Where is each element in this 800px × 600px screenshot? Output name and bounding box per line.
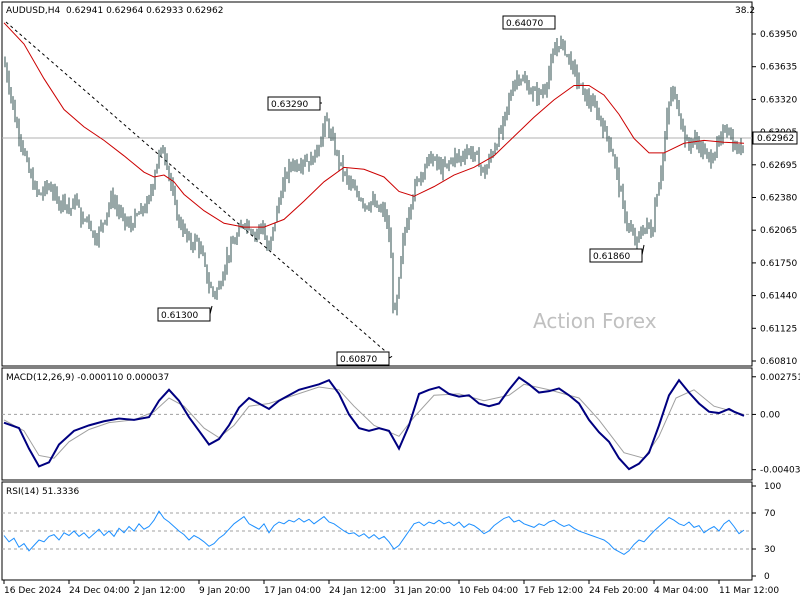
price-annotation-label: 0.64070	[506, 19, 543, 29]
price-axis-label: 0.63635	[760, 63, 797, 73]
price-axis-label: 0.61440	[760, 292, 797, 302]
rsi-line	[3, 510, 745, 555]
watermark: Action Forex	[533, 309, 657, 333]
x-axis-label: 17 Jan 04:00	[264, 586, 321, 596]
price-annotation-label: 0.63290	[271, 100, 308, 110]
price-axis-label: 0.60810	[760, 357, 797, 367]
macd-axis-label: -0.004038	[760, 466, 800, 476]
price-annotation-box	[157, 307, 211, 322]
x-axis-label: 31 Jan 20:00	[394, 586, 451, 596]
price-axis-label: 0.62065	[760, 226, 797, 236]
rsi-axis-label: 70	[764, 509, 776, 519]
price-annotation-label: 0.61300	[161, 311, 198, 321]
rsi-axis-label: 0	[764, 572, 770, 582]
price-axis-label: 0.62380	[760, 194, 797, 204]
chart-header-symbol: AUDUSD,H4	[6, 6, 61, 16]
price-annotation-box	[267, 96, 321, 111]
x-axis-label: 10 Feb 04:00	[459, 586, 518, 596]
macd-main-line	[3, 376, 745, 471]
x-axis-label: 2 Jan 12:00	[134, 586, 186, 596]
price-axis-label: 0.63320	[760, 95, 797, 105]
price-annotation-label: 0.60870	[340, 355, 377, 365]
rsi-label: RSI(14) 51.3336	[6, 487, 79, 497]
x-axis-label: 16 Dec 2024	[4, 586, 62, 596]
current-price-label: 0.62962	[757, 134, 794, 144]
price-axis-label: 0.63950	[760, 30, 797, 40]
trend-line	[5, 21, 393, 358]
price-annotation-box	[589, 248, 643, 263]
price-axis-label: 0.61125	[760, 324, 797, 334]
x-axis-label: 9 Jan 20:00	[199, 586, 251, 596]
chart-header-ohlc: 0.62941 0.62964 0.62933 0.62962	[66, 6, 223, 16]
x-axis-label: 24 Feb 20:00	[589, 586, 648, 596]
price-axis-label: 0.61750	[760, 259, 797, 269]
chart-header-corner-value: 38.2	[735, 6, 755, 16]
moving-average-line	[3, 22, 745, 228]
x-axis-label: 24 Jan 12:00	[329, 586, 386, 596]
price-panel[interactable]	[1, 1, 753, 367]
price-axis-label: 0.62695	[760, 161, 797, 171]
macd-axis-label: 0.00	[760, 410, 780, 420]
x-axis-label: 4 Mar 04:00	[654, 586, 709, 596]
macd-signal-line	[3, 383, 745, 459]
price-annotation-box	[336, 351, 390, 366]
x-axis-label: 24 Dec 04:00	[69, 586, 130, 596]
x-axis-label: 11 Mar 12:00	[719, 586, 779, 596]
macd-label: MACD(12,26,9) -0.000110 0.000037	[6, 373, 169, 383]
price-annotation-box	[502, 15, 556, 30]
rsi-axis-label: 30	[764, 545, 776, 555]
current-price-box	[752, 131, 798, 145]
macd-panel[interactable]	[1, 367, 753, 481]
rsi-axis-label: 100	[764, 482, 781, 492]
x-axis-label: 17 Feb 12:00	[524, 586, 583, 596]
macd-axis-label: 0.002751	[760, 373, 800, 383]
price-annotation-label: 0.61860	[593, 252, 630, 262]
